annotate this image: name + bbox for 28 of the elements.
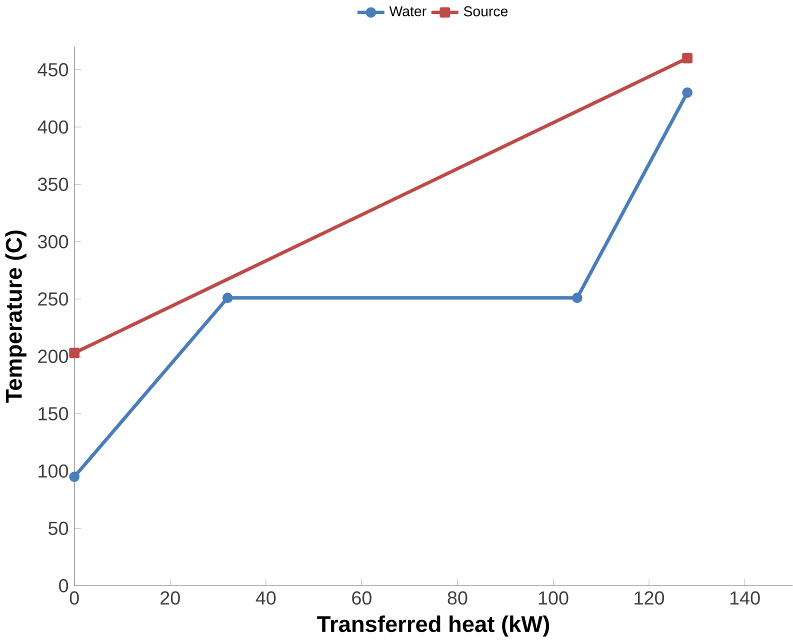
y-tick-label: 450: [38, 63, 68, 76]
y-tick-label: 0: [59, 579, 68, 592]
y-tick-label: 250: [38, 292, 68, 306]
y-tick-label: 150: [38, 407, 68, 420]
x-tick-label: 140: [730, 591, 760, 605]
point: [69, 472, 80, 482]
legend-label: Water: [389, 6, 426, 16]
point: [682, 87, 693, 98]
y-tick-label: 100: [38, 464, 68, 478]
y-tick-label: 300: [38, 235, 68, 248]
x-tick-label: 20: [160, 591, 180, 605]
point: [222, 292, 233, 304]
y-tick-label: 200: [38, 350, 68, 364]
y-axis-title: Temperature (C): [5, 230, 26, 403]
legend-label: Source: [464, 6, 508, 16]
x-tick-label: 0: [70, 591, 79, 605]
x-tick-label: 80: [448, 591, 468, 605]
x-tick-label: 100: [538, 591, 568, 605]
point: [69, 348, 80, 358]
y-tick-label: 50: [48, 522, 68, 536]
x-tick-label: 60: [352, 591, 372, 605]
point: [682, 53, 693, 64]
point: [572, 292, 582, 304]
x-axis-title: Transferred heat (kW): [317, 616, 550, 637]
x-tick-label: 120: [634, 591, 664, 605]
x-tick-label: 40: [256, 591, 276, 605]
y-tick-label: 350: [38, 178, 68, 192]
y-tick-label: 400: [38, 120, 68, 134]
